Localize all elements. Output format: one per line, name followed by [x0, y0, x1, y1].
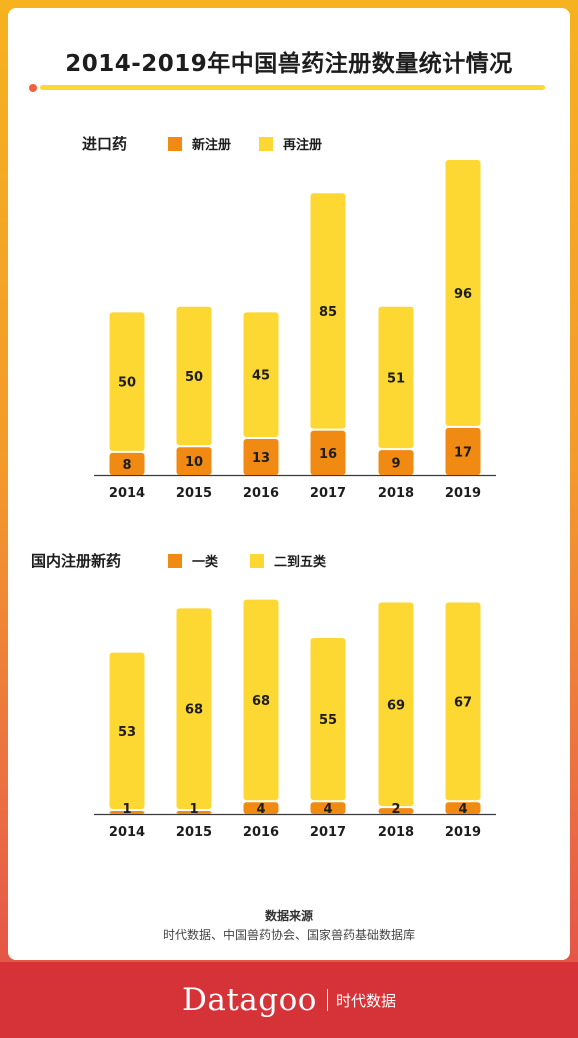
data-label: 10 — [185, 455, 203, 470]
x-tick-label: 2019 — [445, 825, 481, 840]
legend-swatch-yellow — [250, 553, 264, 568]
data-label: 68 — [252, 694, 270, 709]
legend-item-new-registration: 新注册 — [168, 134, 231, 153]
legend-label: 再注册 — [283, 138, 323, 153]
legend-item-class-two-to-five: 二到五类 — [250, 551, 326, 570]
x-tick-label: 2015 — [176, 825, 212, 840]
bar-segment-再注册-2019 — [445, 159, 481, 426]
footer-bar: Datagoo 时代数据 — [0, 962, 578, 1038]
x-tick-label: 2017 — [310, 825, 346, 840]
title-underline — [40, 85, 545, 90]
data-label: 16 — [319, 447, 337, 462]
bar-segment-一类-2018 — [378, 808, 414, 814]
source-title: 数据来源 — [264, 909, 313, 923]
data-label: 55 — [319, 713, 337, 728]
legend-item-re-registration: 再注册 — [259, 134, 322, 153]
data-label: 85 — [319, 305, 337, 320]
bar-segment-二到五类-2016 — [243, 599, 279, 801]
data-label: 4 — [458, 802, 467, 817]
data-label: 9 — [391, 457, 400, 472]
bar-segment-新注册-2016 — [243, 438, 279, 475]
bar-segment-一类-2014 — [109, 811, 145, 814]
bar-segment-再注册-2014 — [109, 312, 145, 451]
legend-label: 一类 — [192, 555, 219, 570]
data-label: 51 — [387, 371, 405, 386]
data-label: 1 — [122, 802, 131, 817]
data-label: 69 — [387, 698, 405, 713]
legend-swatch-yellow — [259, 136, 273, 151]
title-dot — [29, 84, 37, 92]
bar-segment-二到五类-2018 — [378, 602, 414, 807]
data-label: 50 — [185, 370, 203, 385]
data-label: 45 — [252, 369, 270, 384]
x-tick-label: 2014 — [109, 486, 145, 501]
data-label: 4 — [256, 802, 265, 817]
bar-segment-二到五类-2014 — [109, 652, 145, 809]
bar-segment-二到五类-2015 — [176, 608, 212, 809]
bar-segment-二到五类-2019 — [445, 602, 481, 801]
brand-logo: Datagoo — [182, 982, 317, 1018]
bar-segment-一类-2016 — [243, 802, 279, 814]
data-label: 13 — [252, 451, 270, 466]
data-label: 4 — [323, 802, 332, 817]
chart-domestic-new-drugs: 53 1 2014 68 1 2015 68 4 2016 55 4 2017 69 2 2018 67 4 20… — [94, 599, 496, 840]
bar-segment-二到五类-2017 — [310, 637, 346, 801]
bar-segment-新注册-2019 — [445, 427, 481, 475]
bar-segment-再注册-2018 — [378, 306, 414, 449]
chart-imported-drugs: 50 8 2014 50 10 2015 45 13 2016 85 16 2017 51 9 2018 96… — [94, 159, 496, 501]
legend-item-class-one: 一类 — [168, 551, 218, 570]
x-tick-label: 2016 — [243, 825, 279, 840]
bar-segment-一类-2015 — [176, 811, 212, 814]
data-label: 2 — [391, 802, 400, 817]
data-label: 50 — [118, 376, 136, 391]
brand-separator — [326, 989, 328, 1011]
bar-segment-再注册-2016 — [243, 312, 279, 437]
page-title: 2014-2019年中国兽药注册数量统计情况 — [65, 51, 513, 77]
data-label: 67 — [454, 695, 472, 710]
legend-swatch-orange — [168, 553, 182, 568]
x-tick-label: 2015 — [176, 486, 212, 501]
x-tick-label: 2019 — [445, 486, 481, 501]
panel-label-domestic: 国内注册新药 — [31, 552, 122, 570]
source-text: 时代数据、中国兽药协会、国家兽药基础数据库 — [162, 928, 415, 942]
bar-segment-新注册-2017 — [310, 430, 346, 475]
data-label: 96 — [454, 287, 472, 302]
data-label: 68 — [185, 703, 203, 718]
x-tick-label: 2018 — [378, 825, 414, 840]
x-tick-label: 2016 — [243, 486, 279, 501]
legend-label: 新注册 — [192, 138, 232, 153]
legend-swatch-orange — [168, 136, 182, 151]
x-tick-label: 2017 — [310, 486, 346, 501]
panel-label-imported: 进口药 — [82, 135, 128, 153]
data-label: 1 — [189, 802, 198, 817]
bar-segment-一类-2019 — [445, 802, 481, 814]
data-label: 8 — [122, 458, 131, 473]
x-tick-label: 2014 — [109, 825, 145, 840]
bar-segment-再注册-2017 — [310, 193, 346, 429]
bar-segment-再注册-2015 — [176, 306, 212, 446]
bar-segment-一类-2017 — [310, 802, 346, 814]
bar-segment-新注册-2014 — [109, 452, 145, 475]
data-label: 53 — [118, 725, 136, 740]
legend-label: 二到五类 — [274, 555, 327, 570]
data-label: 17 — [454, 445, 472, 460]
x-tick-label: 2018 — [378, 486, 414, 501]
bar-segment-新注册-2015 — [176, 447, 212, 475]
bar-segment-新注册-2018 — [378, 450, 414, 475]
brand-name-cn: 时代数据 — [335, 991, 396, 1010]
